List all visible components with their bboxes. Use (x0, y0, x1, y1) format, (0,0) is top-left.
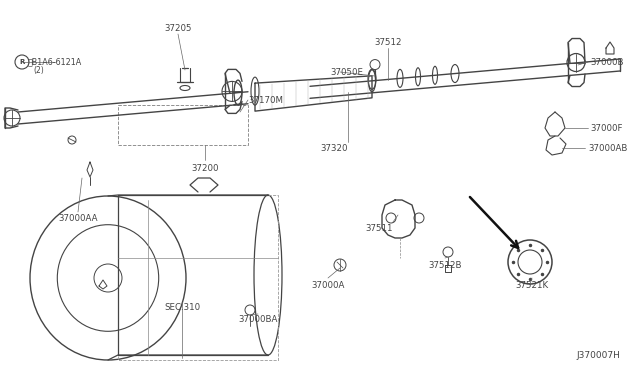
Text: 37200: 37200 (191, 164, 219, 173)
Text: 37000AA: 37000AA (58, 214, 98, 222)
Text: 37000F: 37000F (590, 124, 623, 132)
Text: SEC.310: SEC.310 (164, 304, 200, 312)
Text: 37000B: 37000B (590, 58, 623, 67)
Text: 37320: 37320 (321, 144, 348, 153)
Text: 37000A: 37000A (311, 280, 345, 289)
Text: J370007H: J370007H (576, 350, 620, 359)
Text: 37512B: 37512B (428, 260, 461, 269)
Text: 37521K: 37521K (515, 280, 548, 289)
Bar (118, 195, 278, 360)
Text: ⓇB1A6-6121A: ⓇB1A6-6121A (28, 58, 83, 67)
Text: 37511: 37511 (365, 224, 393, 232)
Text: 37512: 37512 (374, 38, 402, 46)
Text: 37050E: 37050E (330, 67, 363, 77)
Text: 37000AB: 37000AB (588, 144, 627, 153)
Text: R: R (19, 59, 25, 65)
Bar (118, 105, 248, 145)
Text: 37205: 37205 (164, 23, 192, 32)
Text: 37170M: 37170M (248, 96, 283, 105)
Text: 37000BA: 37000BA (238, 315, 278, 324)
Text: (2): (2) (33, 65, 44, 74)
